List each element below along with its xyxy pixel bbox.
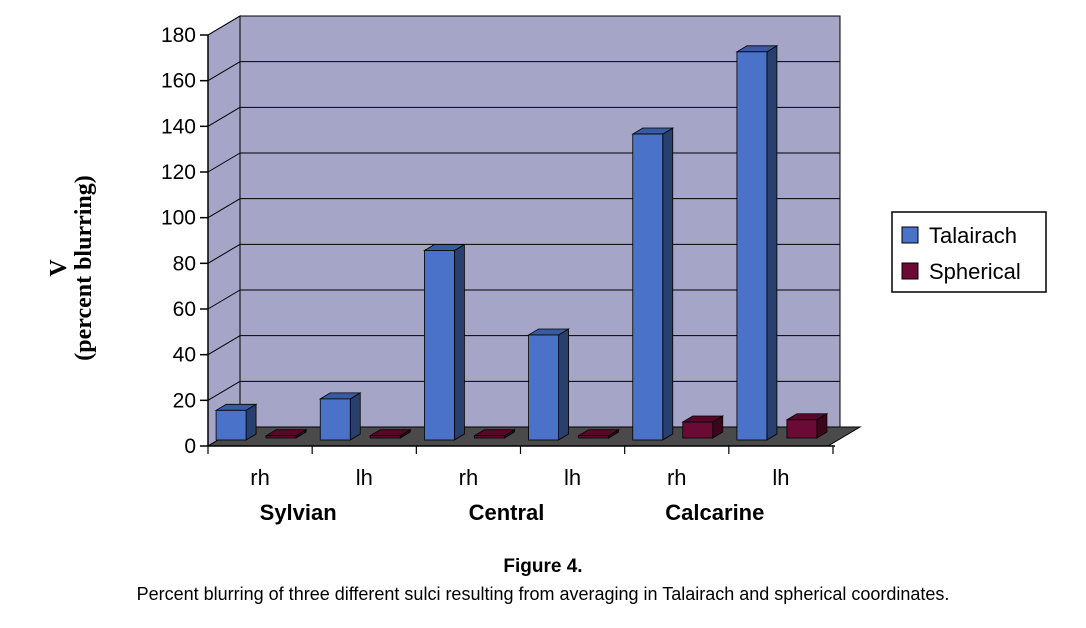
y-tick-label: 40 [173, 344, 196, 367]
bar-talairach [735, 45, 779, 441]
bar-talairach [527, 328, 571, 441]
legend-swatch [901, 226, 919, 244]
x-category-labels: rh lh rh lh rh lh [250, 465, 789, 490]
gridline-side [207, 380, 241, 401]
x-group-labels: Sylvian Central Calcarine [260, 500, 765, 525]
legend-label: Spherical [929, 259, 1021, 284]
x-group-label: Central [469, 500, 545, 525]
y-axis-label-subtitle: (percent blurring) [71, 175, 97, 361]
legend-swatch [901, 262, 919, 280]
gridline-side [207, 335, 241, 356]
x-category-label: lh [564, 465, 581, 490]
x-group-label: Sylvian [260, 500, 337, 525]
bars [214, 45, 829, 441]
y-tick-label: 60 [173, 298, 196, 321]
x-category-label: rh [667, 465, 687, 490]
y-tick-label: 80 [173, 252, 196, 275]
bar-spherical [264, 429, 308, 439]
y-axis-label: V [46, 259, 72, 277]
x-category-label: lh [772, 465, 789, 490]
bar-talairach [422, 243, 466, 441]
x-category-label: lh [356, 465, 373, 490]
gridline-side [207, 243, 241, 264]
y-tick-label: 140 [161, 115, 196, 138]
side-wall [207, 15, 241, 447]
gridline-side [207, 198, 241, 219]
x-category-label: rh [250, 465, 270, 490]
y-tick-label: 0 [184, 435, 196, 458]
y-tick-label: 180 [161, 24, 196, 47]
y-tick-label: 100 [161, 207, 196, 230]
x-category-label: rh [459, 465, 479, 490]
axes [200, 34, 835, 454]
legend: Talairach Spherical [891, 211, 1047, 293]
bar-spherical [785, 413, 829, 439]
bar-spherical [681, 415, 725, 439]
x-group-label: Calcarine [665, 500, 764, 525]
bar-talairach [318, 392, 362, 441]
gridline-side [207, 289, 241, 310]
bar-chart: 0 20 40 60 80 100 120 140 160 180 rh lh rh lh rh lh Sy… [46, 15, 1047, 525]
bar-talairach [631, 127, 675, 441]
bar-spherical [368, 429, 412, 439]
gridline-side [207, 152, 241, 173]
bar-spherical [472, 429, 516, 439]
bar-spherical [577, 429, 621, 439]
gridline-side [207, 61, 241, 82]
y-tick-label: 120 [161, 161, 196, 184]
figure-caption: Percent blurring of three different sulc… [136, 584, 950, 604]
y-tick-labels: 0 20 40 60 80 100 120 140 160 180 [161, 24, 196, 458]
gridline-side [207, 106, 241, 127]
y-tick-label: 20 [173, 389, 196, 412]
bar-talairach [214, 403, 258, 441]
gridline-side [207, 15, 241, 36]
y-tick-label: 160 [161, 70, 196, 93]
legend-label: Talairach [929, 223, 1017, 248]
figure-title: Figure 4. [503, 556, 583, 577]
